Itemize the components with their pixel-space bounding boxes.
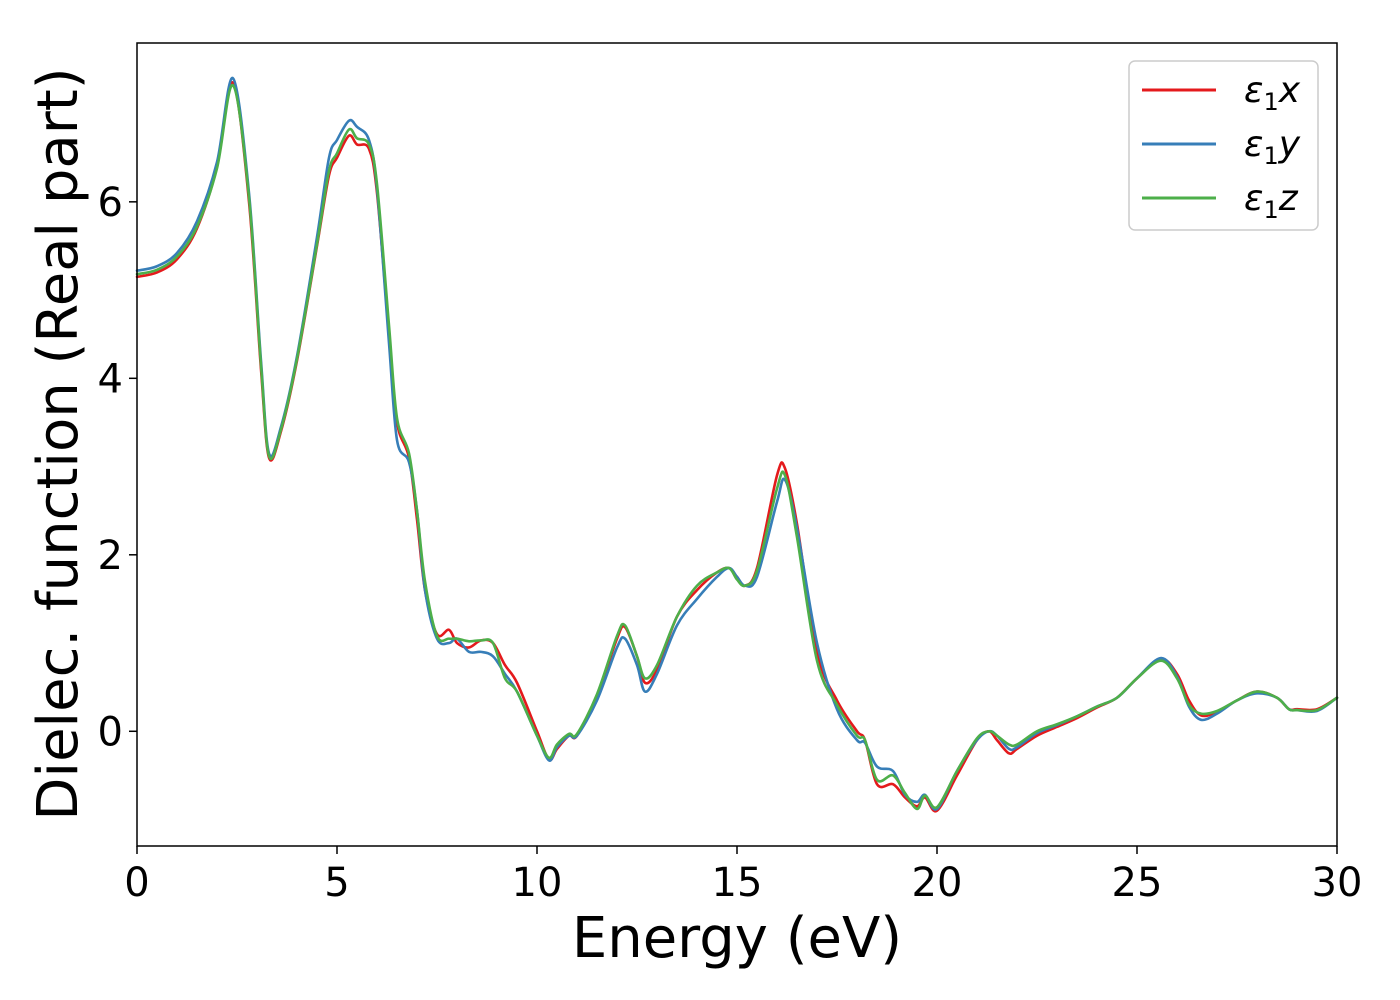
series-line-z bbox=[135, 84, 1339, 811]
legend-box bbox=[1128, 60, 1319, 231]
legend-label-x: ε1x bbox=[1244, 70, 1301, 116]
y-axis-title: Dielec. function (Real part) bbox=[26, 67, 91, 820]
x-tick-label: 10 bbox=[512, 860, 563, 906]
y-tick-label: 6 bbox=[98, 180, 123, 226]
y-axis-ticks: 0 2 4 6 bbox=[98, 180, 137, 755]
legend-label-z: ε1z bbox=[1244, 178, 1299, 224]
x-axis-ticks: 0 5 10 15 20 25 30 bbox=[124, 846, 1362, 906]
x-tick-label: 5 bbox=[324, 860, 349, 906]
x-tick-label: 30 bbox=[1312, 860, 1363, 906]
x-tick-label: 15 bbox=[712, 860, 763, 906]
x-tick-label: 20 bbox=[912, 860, 963, 906]
y-tick-label: 2 bbox=[98, 533, 123, 579]
legend-label-y: ε1y bbox=[1244, 124, 1301, 170]
x-tick-label: 25 bbox=[1112, 860, 1163, 906]
y-tick-label: 0 bbox=[98, 709, 123, 755]
series-layer bbox=[135, 76, 1339, 813]
y-tick-label: 4 bbox=[98, 356, 123, 402]
legend: ε1x ε1y ε1z bbox=[1128, 60, 1319, 231]
x-axis-title: Energy (eV) bbox=[572, 906, 902, 971]
x-tick-label: 0 bbox=[124, 860, 149, 906]
